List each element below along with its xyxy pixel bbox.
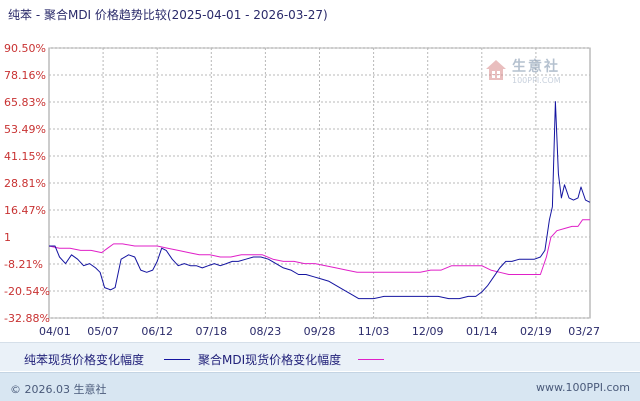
x-tick-label: 12/09 bbox=[412, 325, 444, 338]
y-tick-label: -8.21% bbox=[4, 258, 43, 271]
x-tick-label: 09/28 bbox=[304, 325, 336, 338]
chart-legend: 纯苯现货价格变化幅度 聚合MDI现货价格变化幅度 bbox=[0, 342, 640, 371]
y-tick-label: 28.81% bbox=[4, 177, 46, 190]
logo-house-icon bbox=[486, 60, 506, 80]
series-line-mdi bbox=[48, 219, 590, 275]
footer-bar: © 2026.03 生意社 www.100PPI.com bbox=[0, 372, 640, 401]
footer-url-link[interactable]: www.100PPI.com bbox=[536, 381, 630, 394]
legend-label-series-1: 纯苯现货价格变化幅度 bbox=[24, 353, 145, 367]
y-tick-label: 78.16% bbox=[4, 69, 46, 82]
chart-plot: 90.50% 78.16% 65.83% 53.49% 41.15% 28.81% 16.4… bbox=[4, 42, 600, 338]
y-tick-label: 16.47% bbox=[4, 204, 46, 217]
y-tick-label: 41.15% bbox=[4, 150, 46, 163]
x-tick-label: 04/01 bbox=[39, 325, 71, 338]
x-tick-label: 07/18 bbox=[195, 325, 227, 338]
y-tick-label: -32.88% bbox=[4, 312, 50, 325]
x-tick-label: 03/27 bbox=[568, 325, 600, 338]
chart-title: 纯苯 - 聚合MDI 价格趋势比较(2025-04-01 - 2026-03-2… bbox=[8, 8, 328, 22]
series-line-benzene bbox=[49, 101, 591, 300]
y-tick-label: 90.50% bbox=[4, 42, 46, 55]
x-tick-label: 01/14 bbox=[466, 325, 498, 338]
x-tick-label: 05/07 bbox=[87, 325, 119, 338]
legend-swatch-series-1 bbox=[164, 359, 190, 360]
x-tick-label: 02/19 bbox=[520, 325, 552, 338]
y-tick-label: 1 bbox=[4, 231, 11, 244]
legend-swatch-series-2 bbox=[358, 359, 384, 360]
x-tick-label: 11/03 bbox=[358, 325, 390, 338]
y-tick-label: 65.83% bbox=[4, 96, 46, 109]
y-tick-label: -20.54% bbox=[4, 285, 50, 298]
footer-copyright: © 2026.03 生意社 bbox=[10, 383, 107, 396]
watermark: 生意社 100PPI.COM bbox=[482, 56, 582, 92]
x-tick-label: 06/12 bbox=[141, 325, 173, 338]
x-tick-label: 08/23 bbox=[250, 325, 282, 338]
y-tick-label: 53.49% bbox=[4, 123, 46, 136]
watermark-brand: 生意社 bbox=[512, 59, 560, 75]
legend-label-series-2: 聚合MDI现货价格变化幅度 bbox=[198, 353, 342, 367]
watermark-url: 100PPI.COM bbox=[512, 76, 561, 85]
